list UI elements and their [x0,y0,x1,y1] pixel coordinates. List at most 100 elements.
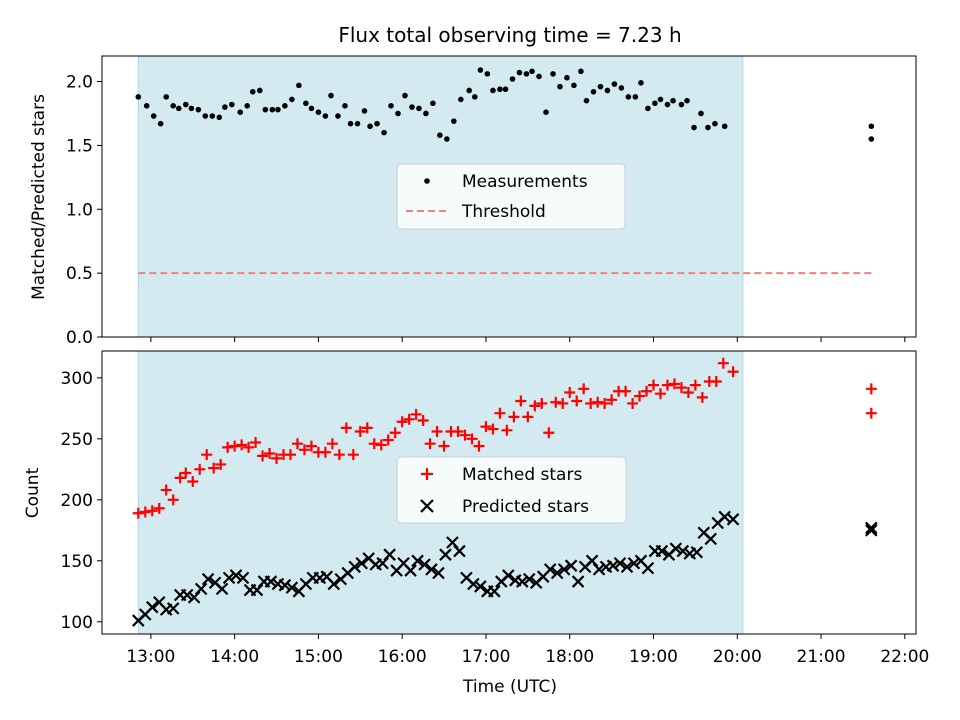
measurement-point [381,129,387,136]
measurement-point [705,124,711,131]
matched-star-point [431,426,443,438]
predicted-star-point [404,564,417,577]
measurement-point [509,76,516,82]
measurement-point [490,87,496,94]
matched-star-point [654,388,666,400]
predicted-star-point [613,556,627,570]
x-tick-label: 18:00 [545,647,594,667]
predicted-star-point [166,602,180,615]
bottom-legend-box [396,456,627,524]
matched-star-point [354,426,366,438]
matched-star-point [305,440,317,452]
matched-star-point [347,449,359,461]
measurement-point [466,87,473,94]
measurement-point [523,71,530,77]
matched-star-point [550,396,562,408]
measurement-point [536,73,542,80]
measurement-point [157,120,164,127]
measurement-point [315,109,322,115]
predicted-star-point [669,542,683,555]
measurement-point [237,109,244,115]
measurement-point [388,103,394,109]
predicted-star-point [865,524,878,537]
predicted-star-point [865,521,878,535]
matched-star-point [424,438,436,450]
matched-star-point [599,397,611,409]
matched-star-point [215,458,227,470]
matched-star-point [682,386,694,398]
bottom-y-tick-label: 300 [61,369,93,389]
matched-star-point [403,413,415,425]
measurement-point [444,136,450,142]
matched-star-point [187,476,199,488]
matched-star-point [689,379,701,391]
matched-star-point [620,385,632,397]
x-tick-label: 19:00 [629,647,678,667]
measurement-point [578,68,584,75]
measurement-point [222,104,228,110]
measurement-point [451,118,457,124]
measurement-point [269,106,276,113]
measurement-point [583,97,590,104]
measurement-point [698,110,704,117]
predicted-star-point [453,544,466,558]
measurement-point [296,82,302,89]
predicted-star-point [439,548,452,561]
measurement-point [550,71,556,77]
x-tick-label: 15:00 [294,647,343,667]
bottom-plot-marks [132,351,878,634]
matched-star-point [201,449,213,461]
measurement-point [502,86,509,93]
matched-star-point [333,449,345,461]
matched-star-point [417,415,429,427]
predicted-star-point [250,583,264,597]
bottom-panel: 100 150 200 250 300 13:00 14:00 15:00 16:00 17:0… [23,350,929,697]
measurement-point [684,97,690,104]
top-panel: 0.0 0.5 1.0 1.5 2.0 Flux total observing tim… [29,23,917,348]
predicted-star-point [606,559,620,572]
matched-star-point [340,422,352,434]
measurement-point [195,106,202,113]
x-tick-label: 21:00 [797,647,846,667]
measurement-point [632,94,639,100]
top-y-tick-label: 0.0 [66,328,93,348]
predicted-star-point [383,548,396,561]
matched-star-point [180,467,192,479]
predicted-star-point [690,545,704,559]
measurement-point [611,81,618,87]
matched-star-point [606,394,618,406]
predicted-star-point [676,544,690,558]
predicted-star-point [376,556,389,570]
measurement-point [262,106,269,113]
matched-star-point [648,379,660,391]
matched-star-point [564,386,576,398]
predicted-star-point [564,559,578,572]
measurement-point [367,123,373,130]
predicted-star-point [229,569,243,582]
matched-star-point [174,472,186,484]
bottom-x-axis-label: Time (UTC) [462,677,557,697]
matched-star-point [396,416,408,428]
predicted-star-point [278,578,292,592]
predicted-star-point [641,561,655,575]
top-chart-title: Flux total observing time = 7.23 h [338,23,681,47]
matched-star-point [865,407,877,419]
predicted-star-point [348,560,361,574]
legend-matched-label: Matched stars [462,465,582,485]
matched-star-point [326,438,338,450]
x-tick-label: 22:00 [880,647,929,667]
matched-star-point [466,433,478,445]
matched-star-point [208,462,220,474]
measurement-point [484,71,491,77]
predicted-star-point [425,563,438,576]
measurement-point [182,101,189,108]
matched-star-point [132,507,144,519]
matched-star-point [139,506,151,518]
measurement-point [604,87,611,94]
matched-star-point [571,395,583,407]
measurement-point [471,94,478,100]
legend-measurements-marker [424,178,430,184]
measurement-point [638,80,644,86]
matched-star-point [865,383,877,395]
matched-star-point [160,484,172,496]
